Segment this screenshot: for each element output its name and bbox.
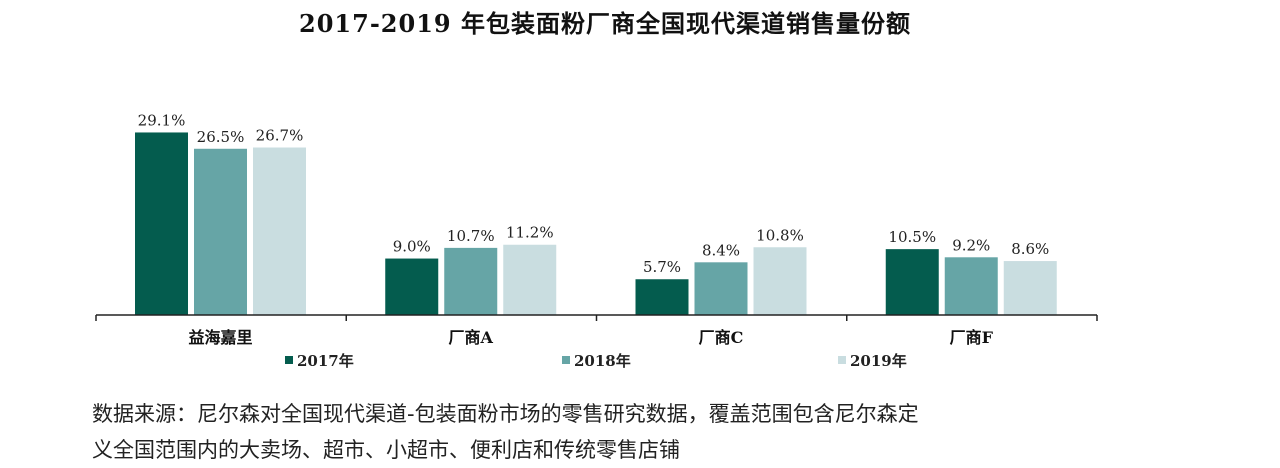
bar-4-series-2: [944, 257, 998, 315]
bar-2-series-3: [503, 244, 557, 315]
source-note-line-1: 数据来源：尼尔森对全国现代渠道-包装面粉市场的零售研究数据，覆盖范围包含尼尔森定: [92, 402, 919, 426]
legend-swatch-3: [838, 356, 846, 364]
bar-3-series-2: [694, 262, 748, 315]
bar-1-series-2: [194, 148, 247, 315]
data-label-4-series-1: 10.5%: [888, 228, 936, 246]
bars-layer: 29.1% 26.5% 26.7% 9.0% 10.7% 11.2% 5.7% 8.4% 10.…: [135, 111, 1057, 315]
bar-4-series-1: [885, 249, 939, 315]
data-label-1-series-2: 26.5%: [197, 128, 245, 146]
legend-swatch-1: [285, 356, 293, 364]
bar-2-series-2: [444, 247, 498, 315]
source-note-line-2: 义全国范围内的大卖场、超市、小超市、便利店和传统零售店铺: [92, 438, 680, 462]
data-label-4-series-3: 8.6%: [1011, 240, 1049, 258]
bar-4-series-3: [1003, 261, 1057, 315]
bar-3-series-3: [753, 247, 807, 315]
legend: 2017年 2018年 2019年: [285, 352, 907, 370]
category-label-3: 厂商C: [699, 328, 744, 347]
chart-title: 2017-2019 年包装面粉厂商全国现代渠道销售量份额: [299, 9, 911, 38]
x-axis-ticks: [95, 315, 1098, 321]
legend-label-3: 2019年: [850, 352, 907, 370]
bar-1-series-3: [253, 147, 306, 315]
bar-3-series-1: [635, 279, 689, 315]
data-label-4-series-2: 9.2%: [952, 236, 990, 254]
data-label-2-series-2: 10.7%: [447, 227, 495, 245]
data-label-2-series-1: 9.0%: [393, 238, 431, 256]
category-label-4: 厂商F: [950, 328, 994, 347]
data-label-1-series-1: 29.1%: [138, 111, 186, 129]
data-label-3-series-2: 8.4%: [702, 241, 740, 259]
legend-label-1: 2017年: [297, 352, 354, 370]
source-note: 数据来源：尼尔森对全国现代渠道-包装面粉市场的零售研究数据，覆盖范围包含尼尔森定…: [92, 396, 1192, 468]
legend-swatch-2: [562, 356, 570, 364]
data-label-3-series-1: 5.7%: [643, 258, 681, 276]
x-axis-categories: 益海嘉里 厂商A 厂商C 厂商F: [188, 328, 993, 347]
category-label-2: 厂商A: [449, 328, 494, 347]
data-label-1-series-3: 26.7%: [256, 127, 304, 145]
bar-1-series-1: [135, 132, 188, 315]
bar-2-series-1: [385, 258, 439, 315]
data-label-3-series-3: 10.8%: [756, 226, 804, 244]
bar-chart: 29.1% 26.5% 26.7% 9.0% 10.7% 11.2% 5.7% 8.4% 10.…: [95, 111, 1098, 370]
legend-label-2: 2018年: [574, 352, 631, 370]
data-label-2-series-3: 11.2%: [506, 224, 554, 242]
category-label-1: 益海嘉里: [188, 328, 252, 347]
